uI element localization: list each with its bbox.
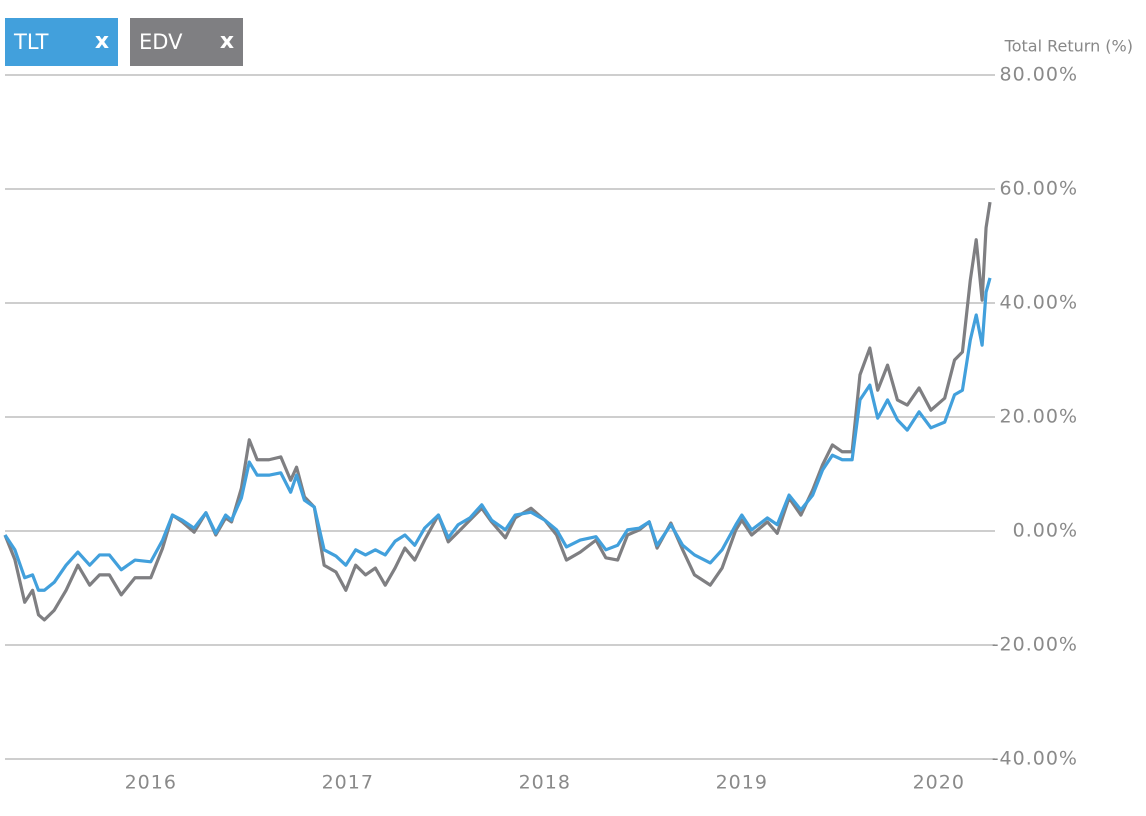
y-tick-label: -40.00% (992, 748, 1078, 770)
y-tick-label: -20.00% (992, 634, 1078, 656)
legend-label: TLT (13, 30, 49, 54)
legend-button[interactable] (130, 18, 243, 66)
x-tick-label: 2020 (913, 772, 965, 794)
legend-button[interactable] (5, 18, 118, 66)
legend-item[interactable]: TLT x (5, 18, 118, 66)
x-tick-label: 2019 (716, 772, 768, 794)
y-axis-label: Total Return (%) (1004, 37, 1133, 56)
y-tick-label: 40.00% (1000, 292, 1078, 314)
x-tick-label: 2017 (322, 772, 374, 794)
y-tick-label: 80.00% (1000, 64, 1078, 86)
legend-close[interactable]: x (220, 29, 234, 54)
legend-item[interactable]: EDV x (130, 18, 243, 66)
series-line (3, 277, 992, 592)
legend-label: EDV (139, 30, 183, 54)
x-tick-label: 2016 (125, 772, 177, 794)
legend-close[interactable]: x (95, 29, 109, 54)
y-tick-label: 0.00% (1013, 520, 1078, 542)
x-tick-label: 2018 (519, 772, 571, 794)
y-tick-label: 60.00% (1000, 178, 1078, 200)
y-tick-label: 20.00% (1000, 406, 1078, 428)
